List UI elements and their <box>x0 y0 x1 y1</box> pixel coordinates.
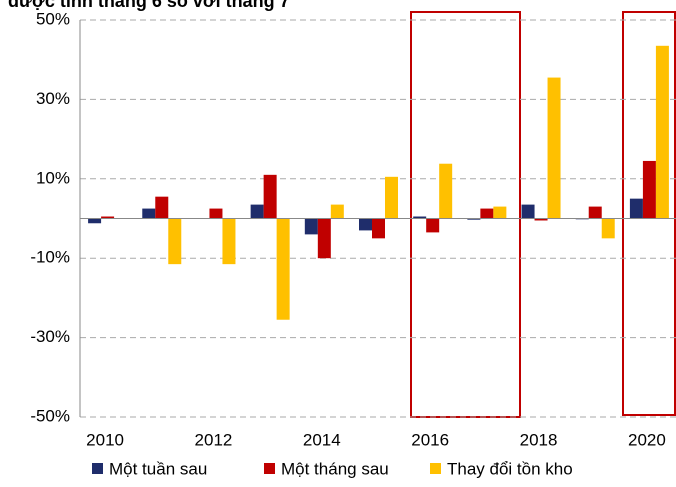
bar <box>276 218 290 320</box>
bar <box>359 218 372 231</box>
bar <box>168 218 182 265</box>
bar <box>493 206 507 219</box>
x-tick-label: 2018 <box>520 430 558 449</box>
bar <box>547 77 561 219</box>
chart-title: được tính tháng 6 so với tháng 7 <box>8 0 290 11</box>
bar <box>601 218 615 239</box>
bar <box>588 206 602 219</box>
bar <box>521 204 535 219</box>
bar <box>250 204 264 219</box>
bar <box>642 160 656 219</box>
bar <box>317 218 331 259</box>
bar <box>439 163 453 219</box>
bar <box>655 45 669 219</box>
legend-label: Thay đổi tồn kho <box>447 459 573 478</box>
bar <box>629 198 643 219</box>
bar <box>330 204 344 219</box>
legend-swatch <box>264 463 275 474</box>
legend-swatch <box>430 463 441 474</box>
bar <box>263 174 277 219</box>
bar <box>155 196 169 219</box>
legend-label: Một tháng sau <box>281 459 389 478</box>
x-tick-label: 2012 <box>195 430 233 449</box>
bar <box>467 218 481 220</box>
y-tick-label: -30% <box>30 327 70 346</box>
bar <box>385 176 398 219</box>
bar <box>88 218 102 224</box>
bar <box>480 208 494 219</box>
x-tick-label: 2016 <box>411 430 449 449</box>
bar <box>372 218 385 239</box>
bar <box>101 216 115 219</box>
bar <box>413 216 427 219</box>
y-tick-label: 50% <box>36 9 70 28</box>
y-tick-label: -10% <box>30 248 70 267</box>
x-tick-label: 2020 <box>628 430 666 449</box>
bar <box>222 218 236 265</box>
legend-swatch <box>92 463 103 474</box>
legend-label: Một tuần sau <box>109 459 207 478</box>
bar <box>209 208 223 219</box>
bar <box>426 218 440 233</box>
y-tick-label: -50% <box>30 406 70 425</box>
bar <box>534 218 548 221</box>
highlight-box <box>622 11 676 416</box>
x-tick-label: 2014 <box>303 430 341 449</box>
x-tick-label: 2010 <box>86 430 124 449</box>
bar <box>304 218 318 235</box>
bar <box>142 208 156 219</box>
y-tick-label: 30% <box>36 89 70 108</box>
y-tick-label: 10% <box>36 168 70 187</box>
